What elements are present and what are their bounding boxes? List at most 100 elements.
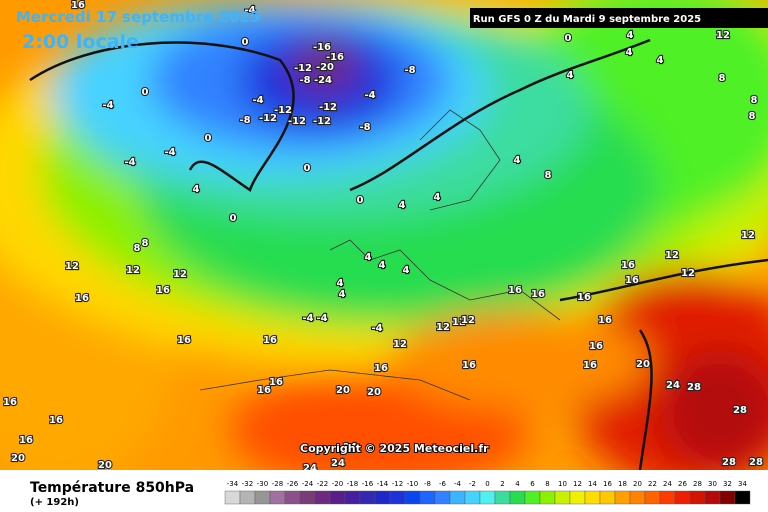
legend-swatch: [299, 490, 316, 505]
legend-label: 8: [545, 480, 549, 488]
contour-label: 16: [75, 293, 89, 304]
legend-swatch: [404, 490, 421, 505]
contour-label: 12: [436, 322, 450, 333]
contour-label: 28: [749, 457, 763, 468]
contour-label: 4: [434, 192, 441, 203]
contour-label: 24: [331, 458, 345, 469]
lead-time: (+ 192h): [30, 497, 79, 508]
contour-label: -24: [314, 75, 332, 86]
legend-label: 34: [738, 480, 747, 488]
contour-label: 16: [19, 435, 33, 446]
contour-label: -4: [252, 95, 263, 106]
legend-label: 22: [648, 480, 657, 488]
contour-label: 12: [393, 339, 407, 350]
legend-swatch: [719, 490, 736, 505]
legend-swatch: [254, 490, 271, 505]
contour-label: 16: [531, 289, 545, 300]
legend-swatch: [329, 490, 346, 505]
contour-label: -16: [313, 42, 331, 53]
contour-label: -12: [319, 102, 337, 113]
contour-label: 24: [343, 442, 357, 453]
legend-swatch: [629, 490, 646, 505]
legend-label: 0: [485, 480, 489, 488]
contour-label: 4: [514, 155, 521, 166]
contour-label: 4: [337, 278, 344, 289]
contour-label: 4: [379, 260, 386, 271]
contour-label: 12: [173, 269, 187, 280]
legend-label: 16: [603, 480, 612, 488]
contour-label: 4: [567, 70, 574, 81]
contour-label: 8: [134, 243, 141, 254]
contour-label: 4: [193, 184, 200, 195]
valid-time: 2:00 locale: [22, 31, 139, 53]
legend-label: -8: [424, 480, 431, 488]
copyright: Copyright © 2025 Meteociel.fr: [300, 442, 489, 455]
legend-label: 6: [530, 480, 535, 488]
legend-label: -10: [407, 480, 418, 488]
contour-label: 12: [741, 230, 755, 241]
contour-label: 0: [230, 213, 237, 224]
legend-label: 4: [515, 480, 520, 488]
legend-swatch: [314, 490, 331, 505]
contour-label: -12: [294, 63, 312, 74]
legend-label: -18: [347, 480, 358, 488]
contour-label: 8: [142, 238, 149, 249]
legend-swatch: [449, 490, 466, 505]
contour-label: -4: [244, 5, 255, 16]
contour-label: 16: [269, 377, 283, 388]
contour-label: -20: [316, 62, 334, 73]
contour-label: 4: [365, 252, 372, 263]
contour-label: -8: [299, 75, 310, 86]
contour-label: 24: [666, 380, 680, 391]
legend-label: 20: [633, 480, 642, 488]
legend-swatch: [269, 490, 286, 505]
contour-label: -8: [359, 122, 370, 133]
contour-label: 16: [598, 315, 612, 326]
contour-label: 28: [733, 405, 747, 416]
legend-swatch: [704, 490, 721, 505]
contour-label: 12: [126, 265, 140, 276]
contour-label: -4: [302, 313, 313, 324]
legend-swatch: [224, 490, 241, 505]
contour-label: -4: [124, 157, 135, 168]
contour-label: 0: [357, 195, 364, 206]
contour-label: 4: [626, 47, 633, 58]
contour-labels: 16 -40 -16-16-20-24-12-8-12-12-12 -12 -12-8-…: [2, 0, 764, 475]
legend-swatch: [494, 490, 511, 505]
legend-label: -16: [362, 480, 374, 488]
contour-label: -4: [371, 323, 382, 334]
legend-label: -26: [287, 480, 299, 488]
contour-label: 8: [751, 95, 758, 106]
contour-label: -4: [102, 100, 113, 111]
contour-label: -8: [239, 115, 250, 126]
legend-label: 26: [678, 480, 687, 488]
legend-swatch: [599, 490, 616, 505]
contour-label: 16: [508, 285, 522, 296]
contour-label: 16: [49, 415, 63, 426]
contour-label: 0: [242, 37, 249, 48]
contour-label: 0: [205, 133, 212, 144]
contour-label: 12: [665, 250, 679, 261]
contour-label: -16: [326, 52, 344, 63]
legend-swatch: [374, 490, 391, 505]
contour-label: 16: [621, 260, 635, 271]
legend-label: -2: [469, 480, 476, 488]
contour-label: 20: [11, 453, 25, 464]
legend-swatch: [569, 490, 586, 505]
contour-label: 4: [657, 55, 664, 66]
legend-swatch: [419, 490, 436, 505]
legend-label: -28: [272, 480, 283, 488]
legend-swatch: [359, 490, 376, 505]
contour-label: 16: [177, 335, 191, 346]
legend-swatch: [239, 490, 256, 505]
legend-swatch: [524, 490, 541, 505]
legend-label: 10: [558, 480, 567, 488]
contour-label: 20: [336, 385, 350, 396]
contour-label: -4: [364, 90, 375, 101]
legend-label: -4: [454, 480, 462, 488]
legend-label: -34: [227, 480, 239, 488]
contour-label: -8: [404, 65, 415, 76]
legend-label: 28: [693, 480, 702, 488]
field-title: Température 850hPa: [30, 480, 194, 496]
